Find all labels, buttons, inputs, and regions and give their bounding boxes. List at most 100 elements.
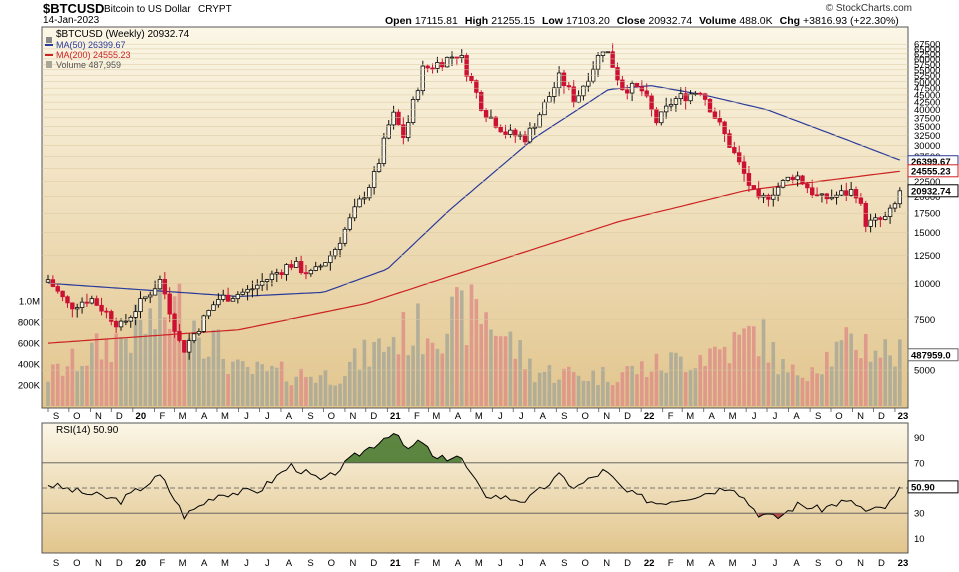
- candle-body: [79, 301, 85, 308]
- price-x-tick-label: M: [729, 411, 737, 422]
- rsi-x-tick-label: F: [159, 558, 165, 569]
- volume-bar: [654, 353, 659, 406]
- price-tick-label: 32500: [914, 131, 940, 142]
- price-tick-label: 52500: [914, 71, 940, 82]
- rsi-x-tick-label: O: [73, 558, 80, 569]
- candle-body: [503, 131, 508, 135]
- volume-tick-label: 600K: [18, 339, 41, 350]
- price-x-tick-label: A: [540, 411, 547, 422]
- candle-body: [60, 290, 65, 298]
- candle-body: [152, 288, 158, 296]
- rsi-x-tick-label: S: [53, 558, 59, 569]
- rsi-x-tick-label: F: [668, 558, 674, 569]
- candle-body: [104, 310, 109, 313]
- price-tick-label: 62500: [914, 49, 940, 60]
- volume-bar: [231, 361, 235, 406]
- candle-body: [678, 93, 683, 100]
- candle-body: [118, 320, 124, 328]
- candle-body: [274, 272, 279, 275]
- volume-bar: [844, 327, 849, 406]
- rsi-x-tick-label: O: [581, 558, 588, 569]
- price-x-tick-label: S: [53, 411, 59, 422]
- exchange-label: CRYPT: [198, 4, 232, 15]
- candle-body: [357, 198, 362, 208]
- candle-body: [775, 186, 781, 196]
- rsi-x-tick-label: D: [624, 558, 631, 569]
- candle-body: [659, 111, 664, 124]
- legend-rsi: RSI(14) 50.90: [56, 425, 119, 436]
- price-tick-label: 30000: [914, 141, 940, 152]
- volume-bar: [455, 287, 459, 406]
- candle-body: [113, 320, 119, 328]
- price-x-tick-label: 23: [898, 411, 909, 422]
- candle-body: [810, 187, 815, 196]
- price-x-tick-label: 20: [136, 411, 147, 422]
- price-x-tick-label: A: [201, 411, 208, 422]
- rsi-x-tick-label: 22: [644, 558, 655, 569]
- volume-bar: [148, 308, 153, 406]
- volume-bar: [382, 351, 386, 406]
- volume-bar: [206, 356, 211, 406]
- candle-body: [639, 86, 645, 92]
- candle-body: [406, 122, 411, 138]
- chart-date: 14-Jan-2023: [43, 15, 100, 26]
- volume-bar: [635, 374, 639, 406]
- price-tick-label: 60000: [914, 54, 940, 65]
- rsi-x-tick-label: M: [221, 558, 229, 569]
- volume-bar: [80, 366, 84, 406]
- price-x-tick-label: A: [455, 411, 462, 422]
- candle-body: [493, 116, 499, 128]
- volume-bar: [761, 318, 766, 406]
- candle-body: [123, 320, 129, 323]
- price-x-tick-label: F: [668, 411, 674, 422]
- candle-body: [143, 296, 148, 299]
- volume-bar: [65, 366, 70, 406]
- volume-bar: [323, 370, 328, 406]
- price-x-tick-label: M: [686, 411, 694, 422]
- volume-bar: [756, 356, 761, 406]
- volume-bar: [440, 353, 445, 406]
- rsi-x-tick-label: M: [475, 558, 483, 569]
- candle-body: [294, 261, 299, 268]
- candle-body: [177, 331, 182, 341]
- candle-body: [625, 89, 630, 94]
- volume-bar: [805, 381, 810, 406]
- rsi-line: [47, 433, 901, 520]
- volume-bar: [153, 329, 157, 406]
- volume-bar: [732, 331, 737, 406]
- candle-body: [766, 194, 771, 200]
- candle-body: [94, 298, 99, 306]
- rsi-x-tick-label: M: [686, 558, 694, 569]
- rsi-x-tick-label: 21: [390, 558, 401, 569]
- candle-body: [250, 288, 255, 291]
- candle-body: [89, 298, 95, 304]
- candle-body: [668, 104, 674, 107]
- price-x-tick-label: J: [752, 411, 757, 422]
- candle-body: [230, 298, 236, 302]
- candle-body: [347, 217, 352, 230]
- price-x-tick-label: 22: [644, 411, 655, 422]
- volume-bar: [854, 350, 858, 406]
- price-x-tick-label: N: [857, 411, 864, 422]
- ohlc-label: Low: [541, 15, 563, 27]
- volume-bar: [781, 359, 785, 406]
- rsi-value-tag: 50.90: [911, 482, 935, 493]
- volume-bar: [683, 372, 688, 406]
- candle-body: [736, 152, 742, 163]
- rsi-x-tick-label: N: [603, 558, 610, 569]
- candle-body: [795, 175, 800, 181]
- candle-body: [386, 124, 391, 139]
- rsi-x-tick-label: A: [540, 558, 547, 569]
- volume-bar: [459, 290, 464, 406]
- price-x-tick-label: S: [815, 411, 821, 422]
- candle-body: [853, 189, 859, 199]
- price-tick-label: 22500: [914, 177, 940, 188]
- volume-bar: [829, 366, 834, 406]
- legend-price-swatch: [46, 37, 52, 43]
- candle-body: [196, 331, 202, 335]
- candle-body: [396, 111, 401, 126]
- candle-body: [430, 67, 435, 70]
- candle-body: [172, 313, 177, 332]
- price-x-tick-label: O: [73, 411, 80, 422]
- volume-bar: [494, 335, 498, 406]
